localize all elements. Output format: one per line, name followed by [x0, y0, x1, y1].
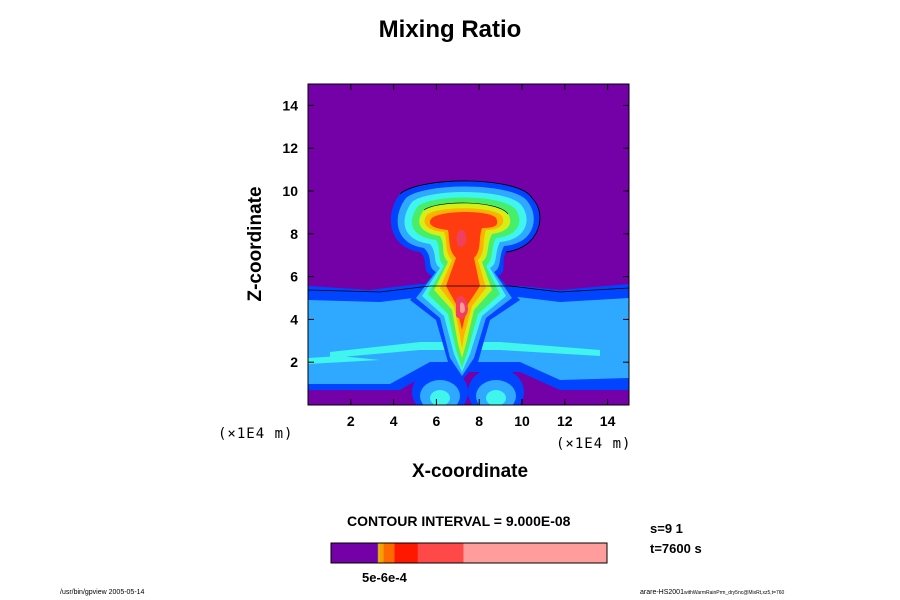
y-tick-label: 14	[282, 97, 298, 113]
y-tick-label: 6	[290, 269, 298, 285]
contour-line	[423, 202, 509, 215]
footer-left: /usr/bin/gpview 2005-05-14	[60, 589, 145, 596]
contour-field	[308, 84, 629, 405]
x-axis-unit: (×1E4 m)	[556, 436, 632, 452]
colorbar-tick-label: 5e-6e-4	[362, 570, 407, 585]
footer-right-small: withWarmRainPrm_dry5nc@MixRt,xz5,t=760	[683, 590, 785, 596]
contour-line	[399, 180, 541, 253]
contour-interval-label: CONTOUR INTERVAL = 9.000E-08	[347, 513, 571, 529]
contour-level	[486, 390, 506, 405]
y-tick-label: 12	[282, 140, 298, 156]
y-tick-label: 10	[282, 183, 298, 199]
y-axis-label: Z-coordinate	[245, 186, 266, 302]
footer-right-main: arare-HS2001	[640, 589, 684, 596]
colorbar-segment	[463, 543, 607, 563]
y-axis-ticks: 2 4 6 8 10 12 14	[282, 97, 629, 370]
x-tick-label: 4	[390, 413, 398, 429]
x-tick-label: 14	[600, 413, 616, 429]
x-axis-ticks: 2 4 6 8 10 12 14	[347, 84, 616, 429]
colorbar-segment	[394, 543, 418, 563]
x-tick-label: 10	[514, 413, 530, 429]
x-tick-label: 6	[433, 413, 441, 429]
s-info: s=9 1	[650, 521, 683, 536]
contour-level	[460, 302, 465, 313]
contour-level	[429, 212, 498, 330]
colorbar-frame	[330, 542, 608, 564]
colorbar	[330, 542, 608, 564]
x-axis-label: X-coordinate	[411, 461, 529, 482]
y-axis-unit: (×1E4 m)	[218, 426, 294, 442]
colorbar-segment	[377, 543, 380, 563]
contour-level	[308, 356, 380, 364]
y-tick-label: 4	[290, 311, 298, 327]
x-tick-label: 2	[347, 413, 355, 429]
contour-line	[308, 285, 629, 293]
colorbar-segment	[331, 543, 378, 563]
x-tick-label: 8	[475, 413, 483, 429]
y-tick-label: 8	[290, 226, 298, 242]
footer-right: arare-HS2001withWarmRainPrm_dry5nc@MixRt…	[640, 589, 784, 596]
y-tick-label: 2	[290, 354, 298, 370]
colorbar-segment	[417, 543, 464, 563]
contour-level	[430, 390, 450, 405]
contour-level	[456, 230, 466, 247]
chart-title: Mixing Ratio	[378, 16, 522, 43]
colorbar-segment	[383, 543, 395, 563]
plot-frame	[307, 83, 630, 406]
colorbar-segment	[379, 543, 384, 563]
t-info: t=7600 s	[650, 541, 702, 556]
x-tick-label: 12	[557, 413, 573, 429]
